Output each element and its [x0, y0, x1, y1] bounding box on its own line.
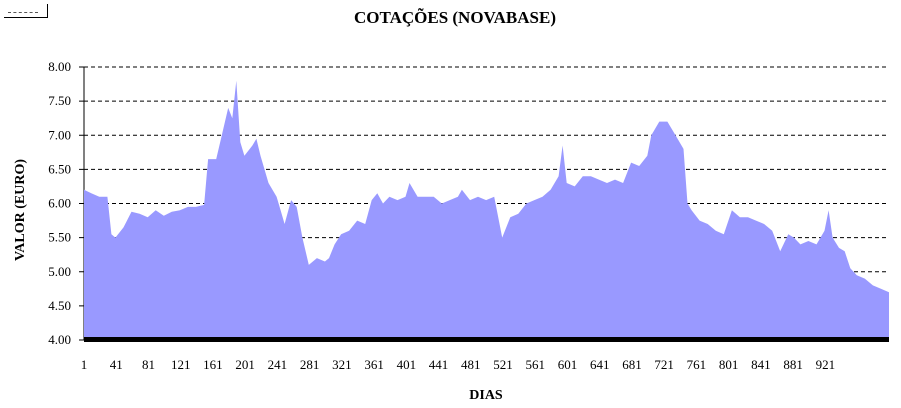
- x-tick-label: 881: [783, 357, 803, 372]
- x-tick-label: 161: [203, 357, 223, 372]
- y-tick-label: 5.00: [48, 264, 71, 279]
- y-tick-labels: 4.00 4.50 5.00 5.50 6.00 6.50 7.00 7.50 8.00: [48, 59, 84, 347]
- legend-box: [4, 4, 48, 18]
- x-tick-label: 641: [590, 357, 610, 372]
- x-tick-label: 81: [142, 357, 155, 372]
- x-tick-label: 921: [816, 357, 836, 372]
- y-tick-label: 4.50: [48, 298, 71, 313]
- x-tick-labels: 1 41 81 121 161 201 241 281 321 361 401 441 481 521 56…: [81, 357, 835, 372]
- chart-title: COTAÇÕES (NOVABASE): [354, 7, 556, 27]
- x-axis-title: DIAS: [469, 388, 503, 403]
- x-tick-label: 681: [622, 357, 642, 372]
- series-area: [84, 80, 889, 340]
- x-tick-label: 281: [300, 357, 320, 372]
- y-tick-label: 7.50: [48, 93, 71, 108]
- y-tick-label: 8.00: [48, 59, 71, 74]
- x-tick-label: 361: [364, 357, 384, 372]
- y-tick-label: 4.00: [48, 332, 71, 347]
- x-tick-label: 841: [751, 357, 771, 372]
- y-tick-label: 5.50: [48, 230, 71, 245]
- x-tick-label: 481: [461, 357, 481, 372]
- x-tick-label: 521: [493, 357, 513, 372]
- y-axis-title: VALOR (EURO): [13, 159, 28, 261]
- x-tick-label: 41: [110, 357, 123, 372]
- legend-swatch: [8, 12, 38, 13]
- x-tick-label: 801: [719, 357, 739, 372]
- y-tick-label: 7.00: [48, 127, 71, 142]
- x-tick-label: 401: [397, 357, 417, 372]
- x-tick-label: 321: [332, 357, 352, 372]
- x-tick-label: 761: [687, 357, 707, 372]
- x-tick-label: 721: [654, 357, 674, 372]
- x-tick-label: 601: [558, 357, 578, 372]
- x-tick-label: 441: [429, 357, 449, 372]
- x-tick-label: 1: [81, 357, 88, 372]
- x-tick-label: 201: [235, 357, 255, 372]
- y-tick-label: 6.00: [48, 196, 71, 211]
- x-tick-label: 561: [526, 357, 546, 372]
- x-tick-label: 241: [268, 357, 288, 372]
- x-axis-baseline: [84, 337, 889, 342]
- x-tick-label: 121: [171, 357, 191, 372]
- y-tick-label: 6.50: [48, 161, 71, 176]
